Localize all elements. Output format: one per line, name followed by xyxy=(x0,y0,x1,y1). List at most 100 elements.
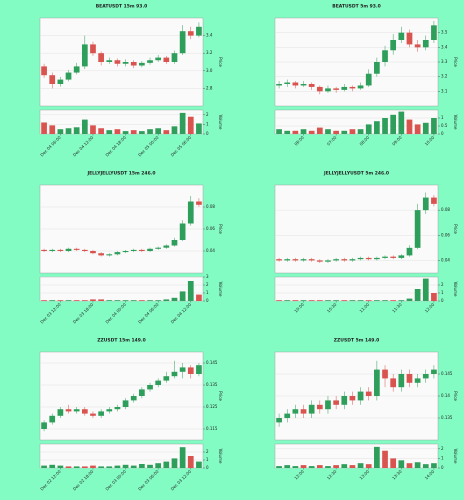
candlestick-chart: BEATUSDT 5m 93.0 3.1 3.2 3.3 3.4 3.5 0 0.5 1 Pric… xyxy=(274,4,458,147)
candle-body xyxy=(341,86,348,90)
volume-bar xyxy=(130,130,137,134)
price-plot-area xyxy=(274,184,439,274)
volume-bar xyxy=(382,450,388,468)
volume-bar xyxy=(406,463,413,468)
candle-body xyxy=(276,259,282,261)
volume-bar xyxy=(155,463,162,468)
volume-bar xyxy=(341,300,348,301)
candle-body xyxy=(196,201,202,205)
y-tick-label: 0.08 xyxy=(441,207,450,212)
y-tick-label: 3.2 xyxy=(206,50,213,55)
y2-tick-label: 2 xyxy=(206,449,209,454)
candle-body xyxy=(187,31,194,36)
y-tick-label: 0.125 xyxy=(206,404,218,409)
volume-plot-area xyxy=(39,109,204,135)
x-tick-label: Dec 04 06:00 xyxy=(39,135,62,158)
y-axis-label: Price xyxy=(453,391,458,401)
candle-body xyxy=(398,32,405,40)
volume-bar xyxy=(57,300,64,301)
y2-axis-label: Volume xyxy=(218,115,223,130)
volume-bar xyxy=(122,464,129,468)
y2-tick-label: 2 xyxy=(206,282,209,287)
volume-bar xyxy=(49,125,56,134)
volume-bar xyxy=(122,131,129,134)
y2-tick-label: 1 xyxy=(441,290,444,295)
x-tick-label: 13:30 xyxy=(391,469,403,481)
y2-tick-label: 0 xyxy=(441,131,444,136)
candle-body xyxy=(171,240,178,246)
candle-body xyxy=(349,396,356,401)
x-tick-label: 06:00 xyxy=(293,135,305,147)
volume-bar xyxy=(431,463,437,468)
candle-body xyxy=(147,385,153,390)
x-tick-label: Dec 04 12:00 xyxy=(72,135,95,158)
volume-bar xyxy=(365,300,372,301)
candle-body xyxy=(49,249,56,251)
volume-bar xyxy=(333,300,339,301)
volume-bar xyxy=(41,122,47,134)
x-tick-label: 10:00 xyxy=(424,135,436,147)
x-tick-label: Dec 02 18:00 xyxy=(72,469,95,492)
volume-bar xyxy=(90,125,96,134)
volume-bar xyxy=(365,124,372,134)
candle-body xyxy=(349,86,356,89)
y-tick-label: 0.145 xyxy=(206,360,218,365)
candle-body xyxy=(114,60,121,64)
candle-body xyxy=(106,409,113,412)
volume-bar xyxy=(341,464,348,468)
y2-tick-label: 1 xyxy=(206,121,209,126)
candle-body xyxy=(431,369,437,374)
candle-body xyxy=(187,367,194,374)
x-tick-label: Dec 05 00:00 xyxy=(137,135,160,158)
y-tick-label: 0.04 xyxy=(441,257,450,262)
volume-bar xyxy=(179,291,186,301)
candle-body xyxy=(398,255,405,258)
candle-body xyxy=(341,259,348,261)
x-tick-label: 09:00 xyxy=(391,135,403,147)
chart-title: ZZUSDT 15m 149.0 xyxy=(97,338,146,344)
volume-bar xyxy=(196,123,202,134)
candle-body xyxy=(98,53,104,62)
volume-plot-area xyxy=(274,109,439,135)
volume-bar xyxy=(139,464,145,468)
candle-body xyxy=(406,32,413,45)
volume-bar xyxy=(308,300,315,301)
candle-body xyxy=(374,62,380,74)
candle-body xyxy=(130,396,137,401)
volume-bar xyxy=(325,300,331,301)
volume-bar xyxy=(365,464,372,468)
volume-bar xyxy=(187,281,194,301)
candle-body xyxy=(73,409,80,412)
volume-bar xyxy=(171,126,178,134)
y2-tick-label: 0 xyxy=(206,131,209,136)
candle-body xyxy=(284,259,291,261)
x-tick-label: Dec 03 12:00 xyxy=(39,302,62,325)
x-tick-label: Dec 03 00:00 xyxy=(104,469,127,492)
x-tick-label: 13:00 xyxy=(358,469,370,481)
volume-bar xyxy=(325,129,331,134)
volume-bar xyxy=(398,460,405,468)
x-tick-label: Dec 04 06:00 xyxy=(137,302,160,325)
chart-title: ZZUSDT 5m 149.0 xyxy=(334,338,379,344)
candle-body xyxy=(57,409,64,416)
volume-bar xyxy=(147,300,153,301)
x-tick-label: 12:30 xyxy=(326,469,338,481)
volume-bar xyxy=(155,300,162,301)
candle-body xyxy=(365,73,372,86)
y2-tick-label: 0.5 xyxy=(441,123,448,128)
candle-body xyxy=(382,50,388,62)
candle-body xyxy=(308,404,315,414)
volume-bar xyxy=(147,129,153,134)
candle-body xyxy=(65,72,72,80)
candle-body xyxy=(292,82,299,86)
volume-bar xyxy=(276,300,282,301)
candle-body xyxy=(155,57,162,61)
candle-body xyxy=(390,40,397,51)
candle-body xyxy=(390,378,397,388)
y2-tick-label: 1 xyxy=(206,457,209,462)
candle-body xyxy=(414,210,421,248)
y-tick-label: 2.8 xyxy=(206,85,213,90)
volume-bar xyxy=(179,112,186,134)
candle-body xyxy=(365,257,372,260)
